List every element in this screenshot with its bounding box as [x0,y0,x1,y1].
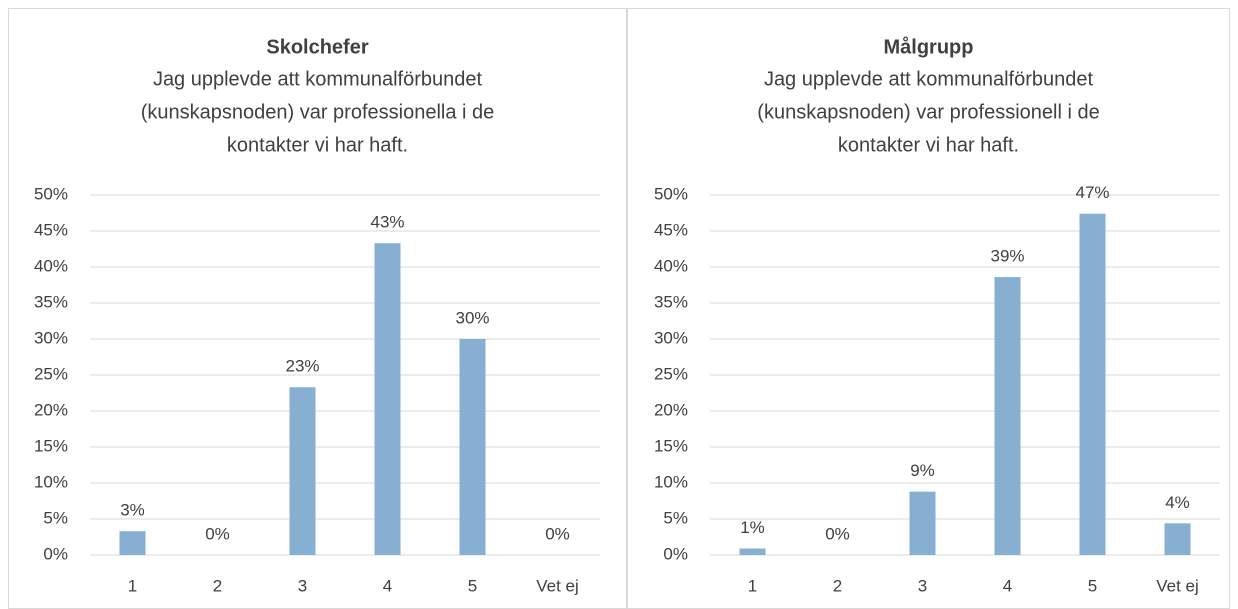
data-label: 0% [205,524,230,543]
y-tick-label: 40% [34,256,68,275]
chart: Skolchefer Jag upplevde att kommunalförbu… [8,8,627,609]
chart-title: Skolchefer [266,36,368,58]
data-label: 3% [120,501,145,520]
chart-title: Målgrupp [884,35,974,58]
x-tick-label: 2 [213,576,222,595]
x-tick-label: 4 [383,576,392,595]
bar [1164,523,1191,555]
x-tick-label: 1 [128,576,137,595]
data-label: 39% [990,247,1024,266]
y-tick-label: 15% [34,436,68,455]
bar [1079,213,1106,555]
y-tick-label: 0% [43,544,68,563]
y-tick-label: 15% [654,436,688,455]
y-tick-label: 20% [34,400,68,419]
y-tick-label: 35% [34,292,68,311]
chart-subtitle: kontakter vi har haft. [838,134,1019,156]
chart-subtitle: kontakter vi har haft. [227,134,408,156]
bar [909,491,936,555]
bar [119,531,146,555]
chart-subtitle: Jag upplevde att kommunalförbundet [764,68,1094,90]
x-tick-label: Vet ej [536,576,579,595]
chart-subtitle: (kunskapsnoden) var professionella i de [141,101,495,123]
x-tick-label: 3 [298,576,307,595]
y-tick-label: 45% [34,220,68,239]
y-tick-label: 20% [654,400,688,419]
data-label: 0% [545,524,570,543]
data-label: 0% [825,524,850,543]
data-label: 9% [910,461,935,480]
bar [459,339,486,555]
x-tick-label: 3 [918,576,927,595]
x-tick-label: 5 [468,576,477,595]
x-tick-label: 2 [833,576,842,595]
y-tick-label: 10% [34,472,68,491]
chart-subtitle: (kunskapsnoden) var professionell i de [757,101,1099,123]
chart: Målgrupp Jag upplevde att kommunalförbund… [627,8,1230,609]
data-label: 43% [370,213,404,232]
y-tick-label: 40% [654,256,688,275]
y-tick-label: 10% [654,472,688,491]
y-tick-label: 0% [663,544,688,563]
y-tick-label: 50% [654,184,688,203]
x-tick-label: Vet ej [1156,576,1199,595]
data-label: 23% [285,357,319,376]
data-label: 4% [1165,493,1190,512]
x-tick-label: 1 [748,576,757,595]
y-tick-label: 45% [654,220,688,239]
data-label: 47% [1075,183,1109,202]
x-tick-label: 4 [1003,576,1012,595]
bar [994,277,1021,555]
y-tick-label: 30% [654,328,688,347]
bar [289,387,316,555]
y-tick-label: 5% [43,508,68,527]
chart-subtitle: Jag upplevde att kommunalförbundet [153,68,483,90]
x-tick-label: 5 [1088,576,1097,595]
y-tick-label: 5% [663,508,688,527]
y-tick-label: 50% [34,184,68,203]
bar [739,548,766,555]
y-tick-label: 30% [34,328,68,347]
y-tick-label: 25% [34,364,68,383]
data-label: 1% [740,518,765,537]
bar [374,243,401,556]
y-tick-label: 25% [654,364,688,383]
data-label: 30% [455,308,489,327]
y-tick-label: 35% [654,292,688,311]
